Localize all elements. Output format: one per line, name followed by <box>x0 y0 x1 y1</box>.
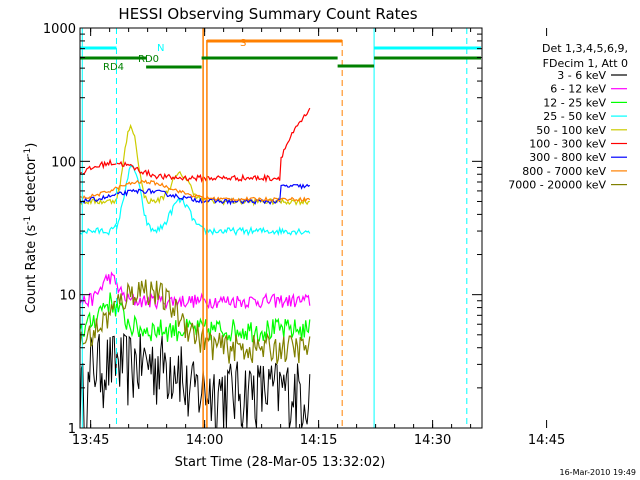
legend-label: 25 - 50 keV <box>543 110 606 123</box>
series-line <box>79 292 311 343</box>
series-line <box>79 179 311 203</box>
y-axis-label-part2: detector <box>24 156 39 216</box>
y-tick-label: 100 <box>51 155 76 170</box>
annotation-label: S <box>240 38 246 49</box>
plot-data <box>79 107 311 429</box>
y-axis-label-sup2: -1 <box>23 148 33 157</box>
legend-label: 3 - 6 keV <box>557 69 606 82</box>
legend-label: 800 - 7000 keV <box>522 165 606 178</box>
y-tick-label: 1 <box>68 422 76 437</box>
x-tick-label: 14:30 <box>414 433 451 448</box>
series-line <box>79 279 311 365</box>
y-axis-label-part1: Count Rate (s <box>24 225 39 314</box>
legend-label: 50 - 100 keV <box>536 124 606 137</box>
legend-label: 6 - 12 keV <box>550 83 606 96</box>
legend-header: Det 1,3,4,5,6,9, <box>542 42 628 55</box>
series-line <box>79 165 311 237</box>
legend-label: 12 - 25 keV <box>543 96 606 109</box>
y-tick-label: 10 <box>59 289 76 304</box>
y-axis-label: Count Rate (s-1 detector-1) <box>23 143 39 314</box>
annotation-label: RD4 <box>103 62 124 73</box>
annotation-label: N <box>157 43 164 54</box>
legend-header: FDecim 1, Att 0 <box>543 57 628 70</box>
x-tick-label: 14:45 <box>528 433 565 448</box>
legend-label: 100 - 300 keV <box>529 138 606 151</box>
legend-label: 7000 - 20000 keV <box>508 179 606 192</box>
chart-title: HESSI Observing Summary Count Rates <box>118 5 417 23</box>
series-line <box>79 123 310 207</box>
annotation-label: RD0 <box>138 54 159 65</box>
legend: Det 1,3,4,5,6,9, FDecim 1, Att 03 - 6 keV… <box>508 42 628 192</box>
plot-frame <box>79 27 483 429</box>
x-tick-label: 14:15 <box>300 433 337 448</box>
x-axis-label: Start Time (28-Mar-05 13:32:02) <box>175 455 386 470</box>
x-tick-label: 13:45 <box>72 433 109 448</box>
series-line <box>79 271 311 311</box>
y-tick-label: 1000 <box>43 22 76 37</box>
y-axis-label-sup1: -1 <box>23 216 33 225</box>
series-line <box>79 107 311 184</box>
y-axis-label-part3: ) <box>24 143 39 148</box>
timestamp: 16-Mar-2010 19:49 <box>560 468 637 477</box>
legend-label: 300 - 800 keV <box>529 151 606 164</box>
x-tick-label: 14:00 <box>186 433 223 448</box>
series-line <box>79 332 311 429</box>
